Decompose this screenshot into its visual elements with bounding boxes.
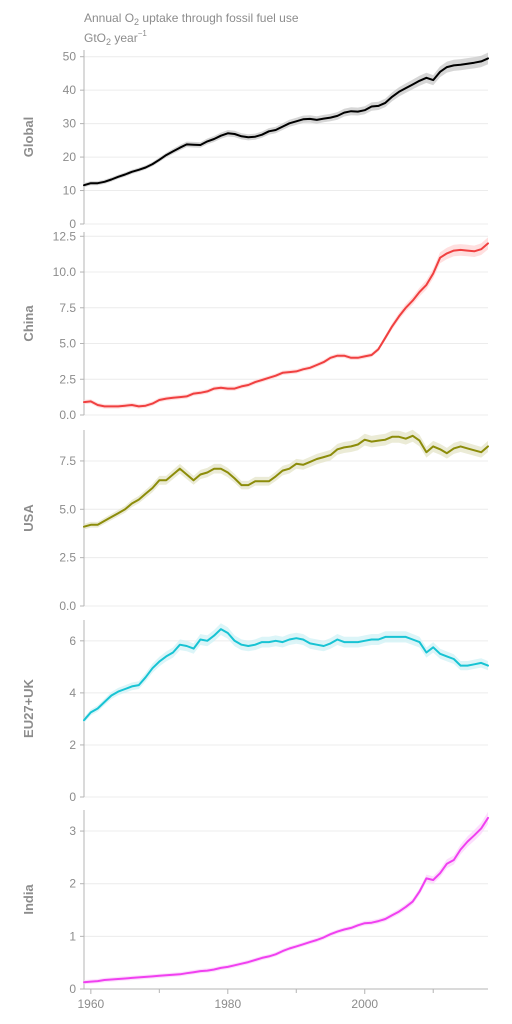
panel-india: 0 1 2 3 India <box>21 810 489 996</box>
series-line <box>83 242 489 408</box>
uncertainty-band <box>84 429 488 530</box>
x-tick-label: 1980 <box>214 997 241 1011</box>
panel-label: USA <box>21 504 36 532</box>
y-tick-label: 7.5 <box>59 301 76 315</box>
x-tick-label: 1960 <box>77 997 104 1011</box>
series-line <box>83 628 489 722</box>
y-tick-label: 50 <box>63 50 77 64</box>
y-tick-label: 3 <box>69 824 76 838</box>
y-tick-label: 0.0 <box>59 599 76 613</box>
y-tick-label: 30 <box>63 117 77 131</box>
y-tick-label: 10 <box>63 184 77 198</box>
y-tick-label: 40 <box>63 83 77 97</box>
y-tick-label: 0 <box>69 982 76 996</box>
y-tick-label: 10.0 <box>53 265 77 279</box>
series-line <box>83 816 489 984</box>
y-tick-label: 4 <box>69 686 76 700</box>
panel-label: China <box>21 305 36 342</box>
y-tick-label: 2 <box>69 738 76 752</box>
y-tick-label: 12.5 <box>53 229 77 243</box>
panel-usa: 0.0 2.5 5.0 7.5 USA <box>21 429 489 613</box>
y-tick-label: 5.0 <box>59 502 76 516</box>
y-tick-label: 2.5 <box>59 551 76 565</box>
y-tick-label: 6 <box>69 634 76 648</box>
y-tick-label: 2 <box>69 877 76 891</box>
uncertainty-band <box>84 811 488 985</box>
x-tick-label: 2000 <box>351 997 378 1011</box>
uncertainty-band <box>84 623 488 723</box>
panel-label: Global <box>21 117 36 157</box>
uncertainty-band <box>84 237 488 409</box>
x-axis: 1960 1980 2000 <box>77 988 488 1011</box>
y-tick-label: 20 <box>63 150 77 164</box>
series-line <box>83 434 489 528</box>
panel-label: India <box>21 884 36 915</box>
y-tick-label: 0 <box>69 790 76 804</box>
panel-china: 0.0 2.5 5.0 7.5 10.0 12.5 China <box>21 229 489 422</box>
chart-title: Annual O2 uptake through fossil fuel use <box>84 11 299 27</box>
y-tick-label: 5.0 <box>59 337 76 351</box>
y-tick-label: 0.0 <box>59 408 76 422</box>
panel-label: EU27+UK <box>21 678 36 737</box>
y-tick-label: 7.5 <box>59 454 76 468</box>
y-tick-label: 2.5 <box>59 372 76 386</box>
panel-global: 0 10 20 30 40 50 Global <box>21 50 489 231</box>
panel-eu27-uk: 0 2 4 6 EU27+UK <box>21 620 489 804</box>
y-tick-label: 1 <box>69 929 76 943</box>
chart-panels: 01020304050Global0.02.55.07.510.012.5Chi… <box>21 50 489 1011</box>
series-line <box>83 57 489 187</box>
y-tick-label: 0 <box>69 217 76 231</box>
chart-unit: GtO2 year−1 <box>84 29 147 47</box>
